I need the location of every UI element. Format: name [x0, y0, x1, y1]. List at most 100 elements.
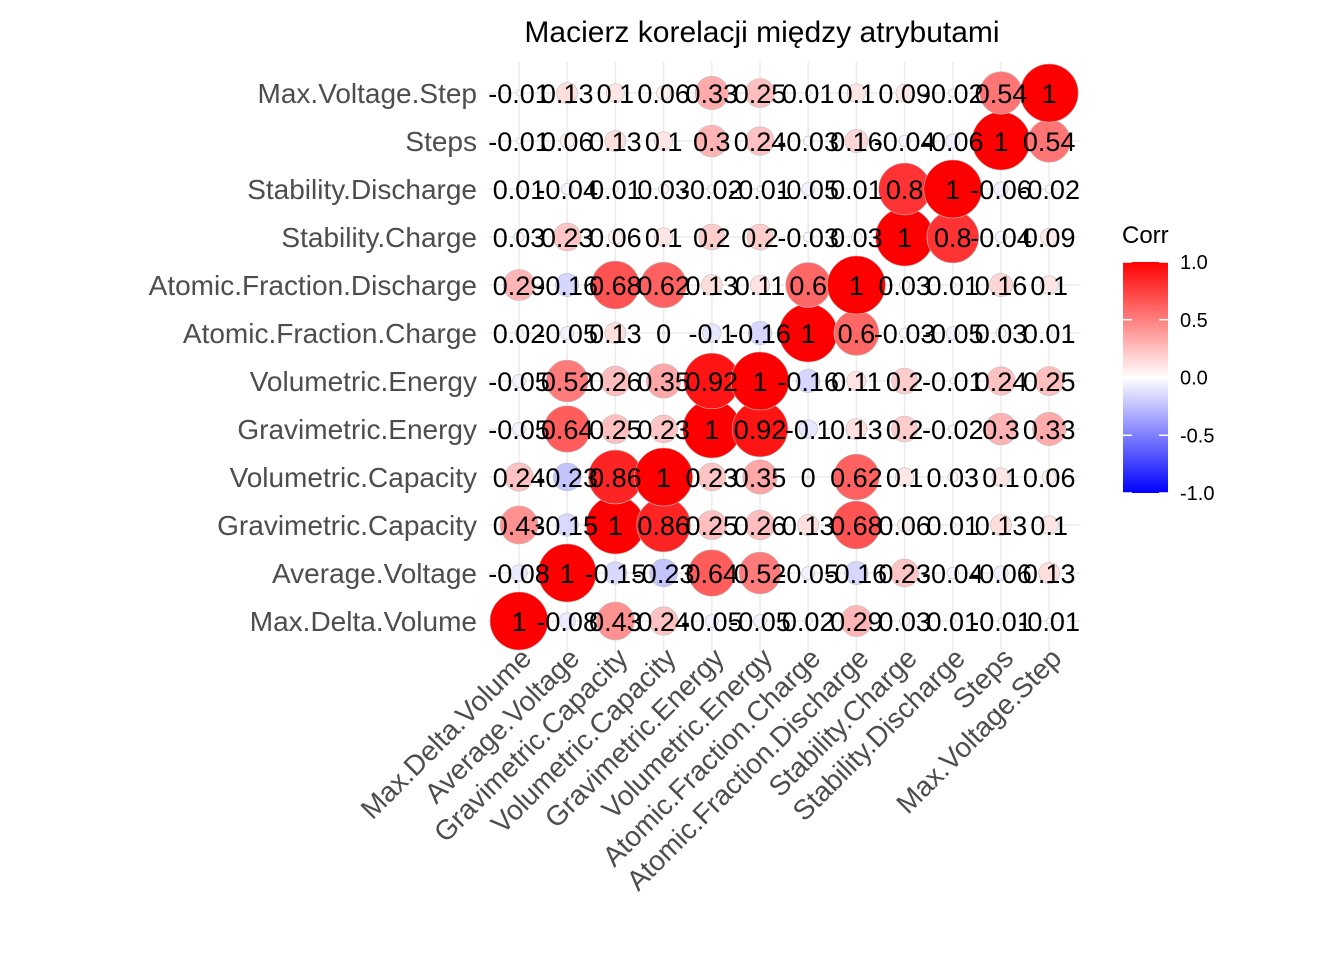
corr-label-Atomic.Fraction.Discharge-Max.Delta.Volume: 0.29 — [493, 271, 546, 301]
corr-circle-Atomic.Fraction.Charge-Gravimetric.Capacity — [604, 322, 627, 344]
corr-label-Max.Delta.Volume-Stability.Discharge: 0.01 — [927, 607, 980, 637]
corr-circle-Atomic.Fraction.Discharge-Volumetric.Capacity — [640, 261, 687, 309]
corr-circle-Gravimetric.Capacity-Average.Voltage — [555, 513, 579, 537]
corr-label-Stability.Charge-Max.Voltage.Step: 0.09 — [1023, 223, 1076, 253]
corr-label-Stability.Discharge-Atomic.Fraction.Charge: -0.05 — [777, 175, 839, 205]
corr-label-Steps-Atomic.Fraction.Discharge: 0.16 — [830, 127, 883, 157]
corr-label-Volumetric.Capacity-Gravimetric.Energy: 0.23 — [686, 463, 739, 493]
corr-label-Atomic.Fraction.Charge-Stability.Discharge: -0.05 — [922, 319, 984, 349]
corr-circle-Atomic.Fraction.Charge-Volumetric.Capacity — [662, 331, 666, 335]
corr-label-Stability.Charge-Volumetric.Energy: 0.2 — [741, 223, 779, 253]
corr-label-Volumetric.Capacity-Atomic.Fraction.Charge: 0 — [801, 463, 816, 493]
corr-label-Gravimetric.Capacity-Gravimetric.Energy: 0.25 — [686, 511, 739, 541]
corr-label-Atomic.Fraction.Discharge-Max.Voltage.Step: 0.1 — [1030, 271, 1068, 301]
corr-label-Max.Voltage.Step-Atomic.Fraction.Discharge: 0.1 — [838, 79, 876, 109]
corr-circle-Gravimetric.Energy-Max.Delta.Volume — [512, 422, 526, 436]
corr-label-Gravimetric.Capacity-Atomic.Fraction.Discharge: 0.68 — [830, 511, 883, 541]
corr-label-Max.Delta.Volume-Gravimetric.Capacity: 0.43 — [589, 607, 642, 637]
corr-circle-Gravimetric.Capacity-Atomic.Fraction.Discharge — [832, 500, 881, 550]
corr-label-Average.Voltage-Max.Delta.Volume: -0.08 — [488, 559, 550, 589]
corr-label-Volumetric.Capacity-Steps: 0.1 — [982, 463, 1020, 493]
corr-label-Gravimetric.Capacity-Steps: 0.13 — [975, 511, 1028, 541]
corr-label-Stability.Charge-Volumetric.Capacity: 0.1 — [645, 223, 683, 253]
corr-circle-Steps-Volumetric.Energy — [745, 126, 775, 156]
corr-circle-Max.Voltage.Step-Stability.Discharge — [948, 88, 958, 98]
corr-label-Stability.Discharge-Volumetric.Capacity: 0.03 — [637, 175, 690, 205]
corr-label-Stability.Charge-Stability.Charge: 1 — [897, 223, 912, 253]
corr-label-Atomic.Fraction.Discharge-Atomic.Fraction.Charge: 0.6 — [789, 271, 827, 301]
corr-circle-Average.Voltage-Average.Voltage — [537, 543, 597, 603]
legend-title: Corr — [1122, 222, 1169, 249]
corr-circle-Max.Voltage.Step-Max.Delta.Volume — [515, 89, 523, 97]
corr-circle-Atomic.Fraction.Discharge-Stability.Discharge — [949, 281, 956, 289]
corr-circle-Max.Delta.Volume-Steps — [997, 617, 1005, 625]
corr-circle-Gravimetric.Energy-Steps — [984, 412, 1018, 446]
correlation-circles — [489, 63, 1079, 651]
corr-label-Max.Voltage.Step-Max.Voltage.Step: 1 — [1042, 79, 1057, 109]
x-tick-Gravimetric.Capacity: Gravimetric.Capacity — [428, 642, 634, 848]
corr-label-Stability.Charge-Atomic.Fraction.Discharge: 0.03 — [830, 223, 883, 253]
corr-label-Volumetric.Capacity-Volumetric.Capacity: 1 — [656, 463, 671, 493]
corr-circle-Atomic.Fraction.Charge-Max.Voltage.Step — [1045, 329, 1053, 337]
corr-circle-Volumetric.Capacity-Max.Voltage.Step — [1041, 469, 1057, 485]
corr-circle-Stability.Discharge-Gravimetric.Energy — [707, 184, 717, 194]
corr-label-Volumetric.Capacity-Average.Voltage: -0.23 — [536, 463, 598, 493]
corr-circle-Average.Voltage-Volumetric.Energy — [738, 551, 782, 595]
y-tick-Average.Voltage: Average.Voltage — [272, 558, 477, 589]
corr-label-Average.Voltage-Max.Voltage.Step: 0.13 — [1023, 559, 1076, 589]
corr-circle-Volumetric.Energy-Average.Voltage — [545, 359, 589, 403]
legend-tick-label: 0.5 — [1180, 310, 1208, 332]
corr-label-Average.Voltage-Stability.Discharge: -0.04 — [922, 559, 984, 589]
corr-circle-Max.Voltage.Step-Volumetric.Capacity — [656, 85, 672, 101]
corr-circle-Gravimetric.Energy-Stability.Discharge — [948, 424, 958, 434]
corr-label-Gravimetric.Energy-Steps: 0.3 — [982, 415, 1020, 445]
corr-label-Volumetric.Capacity-Atomic.Fraction.Discharge: 0.62 — [830, 463, 883, 493]
y-tick-Stability.Discharge: Stability.Discharge — [247, 174, 477, 205]
corr-circle-Gravimetric.Capacity-Gravimetric.Energy — [696, 510, 727, 540]
corr-circle-Max.Delta.Volume-Average.Voltage — [558, 612, 576, 630]
corr-circle-Max.Voltage.Step-Gravimetric.Capacity — [605, 83, 625, 103]
corr-circle-Max.Voltage.Step-Atomic.Fraction.Discharge — [846, 83, 866, 103]
corr-circle-Stability.Charge-Atomic.Fraction.Discharge — [851, 231, 862, 243]
corr-label-Volumetric.Energy-Max.Delta.Volume: -0.05 — [488, 367, 550, 397]
corr-label-Average.Voltage-Atomic.Fraction.Discharge: -0.16 — [826, 559, 888, 589]
corr-circle-Average.Voltage-Steps — [993, 565, 1009, 581]
corr-label-Atomic.Fraction.Discharge-Volumetric.Capacity: 0.62 — [637, 271, 690, 301]
corr-label-Gravimetric.Energy-Volumetric.Capacity: 0.23 — [637, 415, 690, 445]
corr-circle-Volumetric.Energy-Volumetric.Energy — [730, 351, 790, 411]
corr-label-Max.Delta.Volume-Average.Voltage: -0.08 — [536, 607, 598, 637]
corr-circle-Stability.Discharge-Max.Delta.Volume — [515, 185, 523, 193]
corr-label-Volumetric.Energy-Average.Voltage: 0.52 — [541, 367, 594, 397]
corr-circle-Max.Voltage.Step-Max.Voltage.Step — [1019, 63, 1079, 123]
corr-label-Average.Voltage-Atomic.Fraction.Charge: -0.05 — [777, 559, 839, 589]
corr-circle-Volumetric.Energy-Volumetric.Capacity — [646, 363, 682, 399]
corr-label-Stability.Discharge-Gravimetric.Energy: -0.02 — [681, 175, 743, 205]
corr-circle-Atomic.Fraction.Charge-Max.Delta.Volume — [514, 328, 524, 338]
corr-circle-Volumetric.Energy-Atomic.Fraction.Charge — [796, 369, 821, 393]
corr-label-Average.Voltage-Volumetric.Capacity: -0.23 — [633, 559, 695, 589]
corr-circle-Max.Delta.Volume-Max.Delta.Volume — [489, 591, 549, 651]
corr-label-Volumetric.Capacity-Max.Delta.Volume: 0.24 — [493, 463, 546, 493]
corr-label-Atomic.Fraction.Charge-Gravimetric.Energy: -0.1 — [689, 319, 736, 349]
corr-label-Gravimetric.Energy-Average.Voltage: 0.64 — [541, 415, 594, 445]
corr-circle-Max.Delta.Volume-Volumetric.Capacity — [649, 606, 679, 636]
corr-circle-Steps-Atomic.Fraction.Charge — [802, 135, 814, 147]
corr-circle-Gravimetric.Capacity-Stability.Discharge — [949, 521, 956, 529]
corr-label-Gravimetric.Capacity-Atomic.Fraction.Charge: 0.13 — [782, 511, 835, 541]
corr-label-Max.Voltage.Step-Atomic.Fraction.Charge: 0.01 — [782, 79, 835, 109]
corr-circle-Average.Voltage-Volumetric.Capacity — [649, 558, 678, 588]
corr-circle-Atomic.Fraction.Discharge-Max.Voltage.Step — [1039, 275, 1059, 295]
corr-label-Steps-Volumetric.Energy: 0.24 — [734, 127, 787, 157]
corr-label-Stability.Discharge-Max.Voltage.Step: -0.02 — [1018, 175, 1080, 205]
corr-label-Gravimetric.Capacity-Max.Delta.Volume: 0.43 — [493, 511, 546, 541]
corr-circle-Atomic.Fraction.Charge-Stability.Discharge — [946, 326, 960, 340]
corr-circle-Volumetric.Capacity-Atomic.Fraction.Charge — [806, 475, 810, 479]
corr-circle-Gravimetric.Capacity-Stability.Charge — [897, 517, 913, 533]
corr-label-Max.Delta.Volume-Max.Voltage.Step: -0.01 — [1018, 607, 1080, 637]
corr-circle-Steps-Stability.Discharge — [945, 133, 961, 149]
corr-label-Volumetric.Energy-Volumetric.Capacity: 0.35 — [637, 367, 690, 397]
corr-circle-Max.Voltage.Step-Atomic.Fraction.Charge — [804, 89, 812, 97]
corr-circle-Gravimetric.Energy-Atomic.Fraction.Discharge — [845, 418, 868, 440]
corr-label-Gravimetric.Capacity-Gravimetric.Capacity: 1 — [608, 511, 623, 541]
corr-label-Stability.Charge-Gravimetric.Energy: 0.2 — [693, 223, 731, 253]
